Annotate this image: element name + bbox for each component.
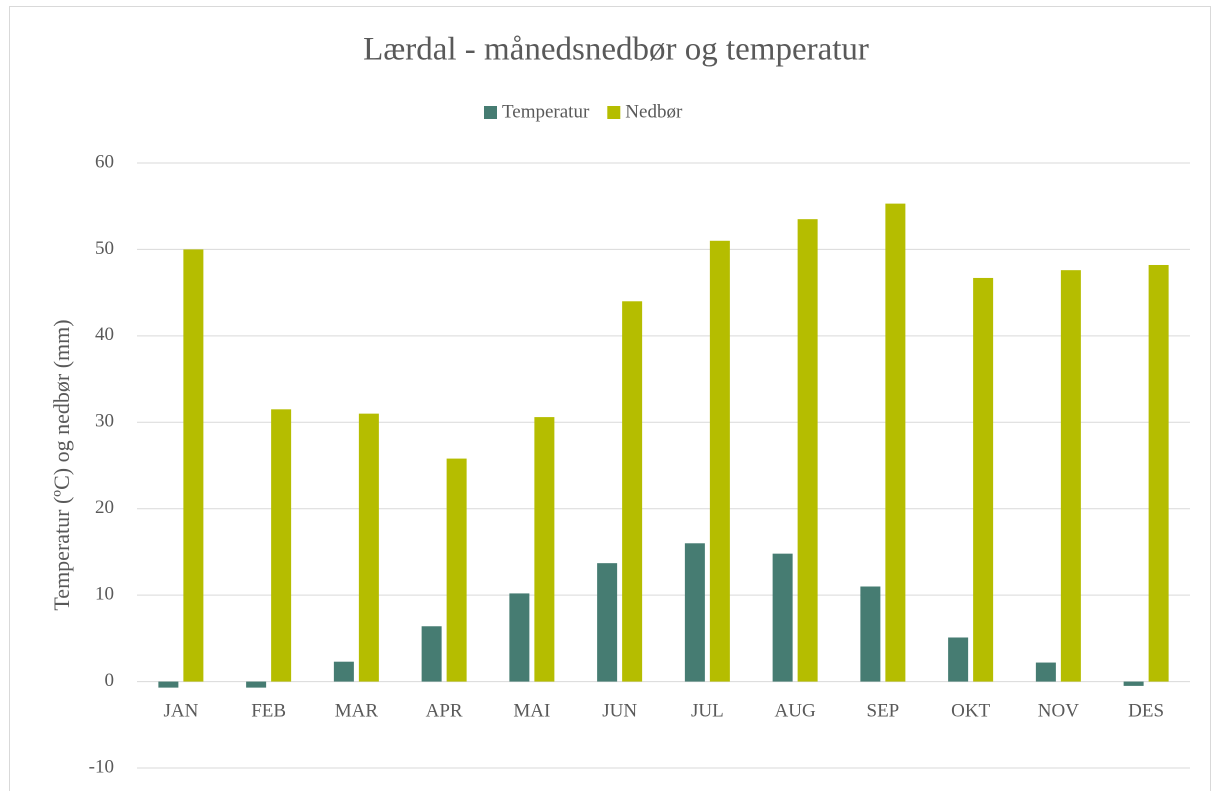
legend-swatch (484, 106, 497, 119)
bar (271, 409, 292, 682)
bar (1035, 662, 1056, 682)
bar (709, 240, 730, 682)
y-tick-label: 50 (95, 238, 114, 259)
x-tick-label: NOV (1038, 700, 1079, 721)
bar (158, 681, 179, 688)
bar (885, 203, 906, 682)
y-tick-label: 0 (105, 670, 115, 691)
chart-frame (9, 6, 1211, 791)
y-tick-label: 40 (95, 324, 114, 345)
bar (446, 458, 467, 682)
bar (1060, 270, 1081, 682)
bar (333, 661, 354, 682)
x-tick-label: MAI (513, 700, 550, 721)
x-tick-label: JUL (691, 700, 724, 721)
legend-swatch (607, 106, 621, 119)
bar (684, 543, 705, 682)
bar (860, 586, 881, 682)
x-tick-label: JAN (163, 700, 198, 721)
x-tick-label: JUN (602, 700, 637, 721)
bar (622, 301, 643, 682)
bar (948, 637, 969, 682)
x-tick-label: FEB (251, 700, 286, 721)
bar (509, 593, 530, 682)
y-axis-label: Temperatur (ºC) og nedbør (mm) (49, 319, 74, 610)
bar (534, 417, 555, 682)
x-tick-label: DES (1128, 700, 1164, 721)
bar (973, 277, 994, 682)
bar (183, 249, 204, 682)
x-tick-label: APR (426, 700, 463, 721)
chart-title: Lærdal - månedsnedbør og temperatur (363, 32, 869, 68)
x-tick-label: OKT (951, 700, 990, 721)
y-tick-label: 30 (95, 411, 114, 432)
y-tick-label: 20 (95, 497, 114, 518)
bar (246, 681, 267, 688)
x-tick-label: AUG (775, 700, 816, 721)
legend-label: Nedbør (625, 101, 683, 122)
x-tick-label: MAR (335, 700, 379, 721)
bar (421, 626, 442, 682)
x-tick-label: SEP (867, 700, 900, 721)
bar (1148, 264, 1169, 682)
bar (358, 413, 379, 682)
bar (772, 553, 793, 682)
y-tick-label: 60 (95, 151, 114, 172)
legend-label: Temperatur (502, 101, 590, 122)
bar (597, 563, 618, 682)
y-tick-label: -10 (89, 756, 114, 777)
bar (1123, 681, 1144, 686)
bar (797, 219, 818, 682)
y-tick-label: 10 (95, 584, 114, 605)
